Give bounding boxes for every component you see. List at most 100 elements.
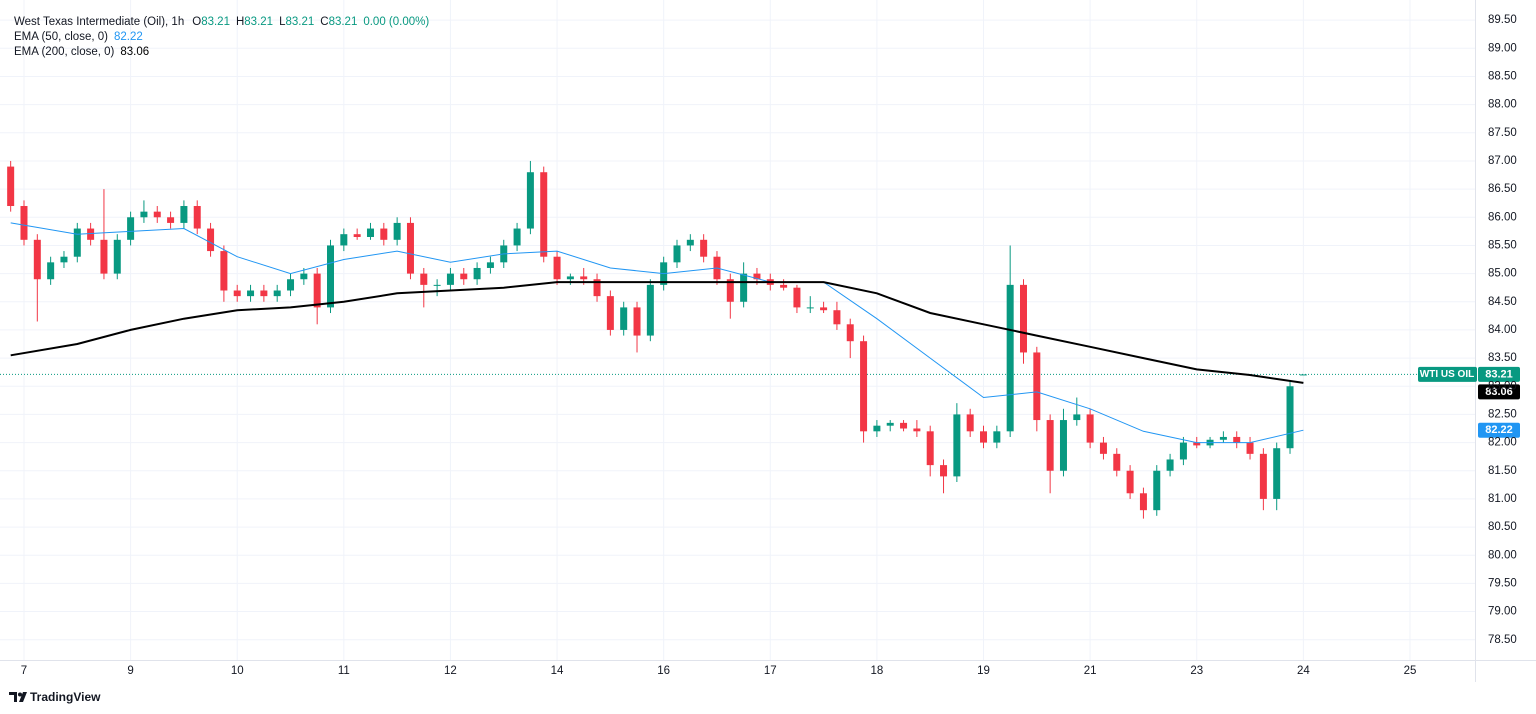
x-tick-label: 16 (657, 665, 670, 677)
candle-body (113, 239, 121, 274)
y-tick-label: 78.50 (1488, 634, 1517, 646)
y-tick-label: 79.00 (1488, 606, 1517, 618)
candle-body (260, 290, 268, 297)
candle-body (446, 273, 454, 285)
candle-body (940, 465, 948, 477)
candle-body (820, 307, 828, 311)
candle-body (1193, 442, 1201, 446)
x-tick-label: 7 (21, 665, 27, 677)
y-tick-label: 86.00 (1488, 211, 1517, 223)
candle-body (433, 284, 441, 286)
plot (0, 160, 1475, 519)
candle-body (1033, 352, 1041, 421)
y-tick-label: 81.00 (1488, 493, 1517, 505)
candle-body (1273, 448, 1281, 499)
x-tick-label: 25 (1404, 665, 1417, 677)
candle-body (340, 234, 348, 246)
candle-body (473, 267, 481, 280)
candle-body (913, 428, 921, 432)
candle-body (553, 256, 561, 280)
x-tick-label: 18 (870, 665, 883, 677)
candle-body (1153, 470, 1161, 511)
candle-body (47, 262, 55, 280)
candle-body (1046, 420, 1054, 471)
candle-body (980, 431, 988, 443)
candle-body (127, 217, 135, 240)
ema-price-tag: 83.06 (1485, 386, 1513, 398)
ema-price-tag-box (1478, 422, 1520, 438)
candle-body (700, 239, 708, 257)
candle-body (233, 290, 241, 297)
ohlc-key: L (279, 16, 286, 28)
candle-body (180, 206, 188, 223)
candle-body (1006, 284, 1014, 432)
ema-price-tag: 82.22 (1485, 424, 1513, 436)
candle-body (1219, 436, 1227, 440)
candle-body (846, 324, 854, 342)
x-tick-label: 21 (1084, 665, 1097, 677)
candle-body (353, 234, 361, 237)
candle-body (1246, 442, 1254, 454)
candle-body (420, 273, 428, 285)
candle-body (1059, 420, 1067, 471)
x-tick-label: 10 (231, 665, 244, 677)
candle-body (73, 228, 81, 257)
candle-body (566, 276, 574, 280)
candle-body (633, 307, 641, 336)
candle-body (886, 422, 894, 426)
candle-body (526, 172, 534, 229)
candle-body (273, 290, 281, 297)
candle-body (87, 228, 95, 240)
last-price-tag: 83.21 (1485, 368, 1513, 380)
legend-header: West Texas Intermediate (Oil), 1h O83.21 H… (14, 16, 429, 28)
x-tick-label: 17 (764, 665, 777, 677)
candle-body (1179, 442, 1187, 460)
y-tick-label: 85.50 (1488, 239, 1517, 251)
y-tick-label: 88.50 (1488, 70, 1517, 82)
ohlc-key: C (320, 16, 328, 28)
ohlc-value: 83.21 (201, 16, 230, 28)
symbol-title: West Texas Intermediate (Oil), 1h (14, 16, 184, 28)
y-tick-label: 79.50 (1488, 577, 1517, 589)
candle-body (1259, 453, 1267, 499)
candle-body (953, 414, 961, 477)
candle-body (620, 307, 628, 330)
candle-body (193, 206, 201, 229)
y-tick-label: 87.00 (1488, 155, 1517, 167)
legend-name: EMA (50, close, 0) (14, 31, 108, 43)
ohlc-key: H (236, 16, 244, 28)
candle-body (793, 287, 801, 308)
candle-body (860, 341, 868, 432)
x-tick-label: 12 (444, 665, 457, 677)
ema-price-tag-box (1478, 384, 1520, 400)
symbol-tag-box (1418, 366, 1477, 382)
x-tick-label: 14 (551, 665, 564, 677)
candle-body (593, 279, 601, 297)
candle-body (753, 273, 761, 280)
candle-body (247, 290, 255, 297)
candle-body (740, 273, 748, 302)
candle-body (686, 239, 694, 246)
candle-body (806, 307, 814, 309)
legend-entry: EMA (200, close, 0) 83.06 (14, 46, 149, 58)
candle-body (33, 239, 41, 280)
y-tick-label: 84.50 (1488, 296, 1517, 308)
legend-entry: EMA (50, close, 0) 82.22 (14, 31, 143, 43)
y-tick-label: 80.50 (1488, 521, 1517, 533)
y-tick-label: 89.00 (1488, 42, 1517, 54)
brand: TradingView (30, 690, 101, 704)
change: 0.00 (0.00%) (363, 16, 429, 28)
candle-body (673, 245, 681, 263)
candle-body (1233, 436, 1241, 443)
candle-body (780, 284, 788, 288)
candle-body (220, 251, 228, 291)
candle-body (207, 228, 215, 252)
brand-logo (9, 692, 27, 702)
ohlc-key: O (192, 16, 201, 28)
candle-body (606, 296, 614, 330)
candle-body (313, 273, 321, 308)
candle-body (1086, 414, 1094, 443)
y-tick-label: 82.00 (1488, 437, 1517, 449)
symbol-tag: WTI US OIL (1420, 369, 1474, 380)
